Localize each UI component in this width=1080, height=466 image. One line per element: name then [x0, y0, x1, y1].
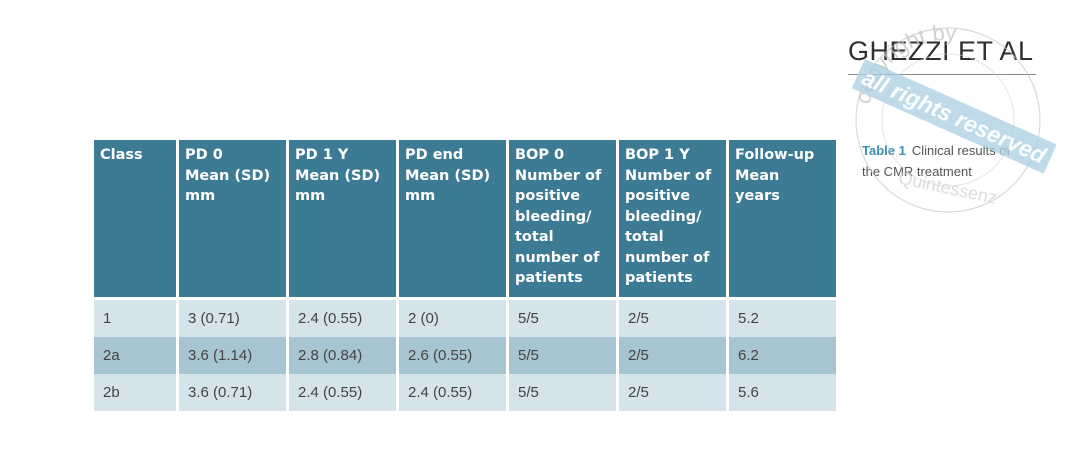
table-cell: 2.4 (0.55) [399, 373, 506, 411]
table-cell: 5.2 [729, 299, 836, 337]
table-cell: 2/5 [619, 299, 726, 337]
table-cell: 2.8 (0.84) [289, 336, 396, 374]
table-cell: 2b [94, 373, 176, 411]
table-cell: 3.6 (1.14) [179, 336, 286, 374]
table-row: 2a 3.6 (1.14) 2.8 (0.84) 2.6 (0.55) 5/5 … [94, 336, 836, 374]
table-cell: 5.6 [729, 373, 836, 411]
table-row: 2b 3.6 (0.71) 2.4 (0.55) 2.4 (0.55) 5/5 … [94, 373, 836, 411]
clinical-results-table: Class PD 0 Mean (SD) mm PD 1 Y Mean (SD) mm … [91, 140, 839, 411]
table-row: 1 3 (0.71) 2.4 (0.55) 2 (0) 5/5 2/5 5.2 [94, 299, 836, 337]
table-cell: 3.6 (0.71) [179, 373, 286, 411]
column-header: PD 0 Mean (SD) mm [179, 140, 286, 300]
table-cell: 2 (0) [399, 299, 506, 337]
table-cell: 5/5 [509, 336, 616, 374]
column-header: PD 1 Y Mean (SD) mm [289, 140, 396, 300]
table-cell: 2/5 [619, 336, 726, 374]
table-caption-label: Table 1 [862, 143, 906, 158]
column-header: PD end Mean (SD) mm [399, 140, 506, 300]
table-cell: 6.2 [729, 336, 836, 374]
column-header: Class [94, 140, 176, 300]
header-divider [848, 74, 1036, 75]
table-cell: 2.4 (0.55) [289, 373, 396, 411]
column-header: BOP 0 Number of positive bleeding/total numb… [509, 140, 616, 300]
table-cell: 2a [94, 336, 176, 374]
table-header-row: Class PD 0 Mean (SD) mm PD 1 Y Mean (SD) mm … [94, 140, 836, 300]
table-cell: 2.6 (0.55) [399, 336, 506, 374]
table-cell: 2.4 (0.55) [289, 299, 396, 337]
column-header: BOP 1 Y Number of positive bleeding/total nu… [619, 140, 726, 300]
table-cell: 5/5 [509, 373, 616, 411]
table-caption: Table 1 Clinical results of the CMR treat… [862, 140, 1012, 182]
table-cell: 2/5 [619, 373, 726, 411]
column-header: Follow-up Mean years [729, 140, 836, 300]
table-cell: 5/5 [509, 299, 616, 337]
page-header-author: GHEZZI ET AL [848, 36, 1034, 66]
table-cell: 3 (0.71) [179, 299, 286, 337]
table-cell: 1 [94, 299, 176, 337]
